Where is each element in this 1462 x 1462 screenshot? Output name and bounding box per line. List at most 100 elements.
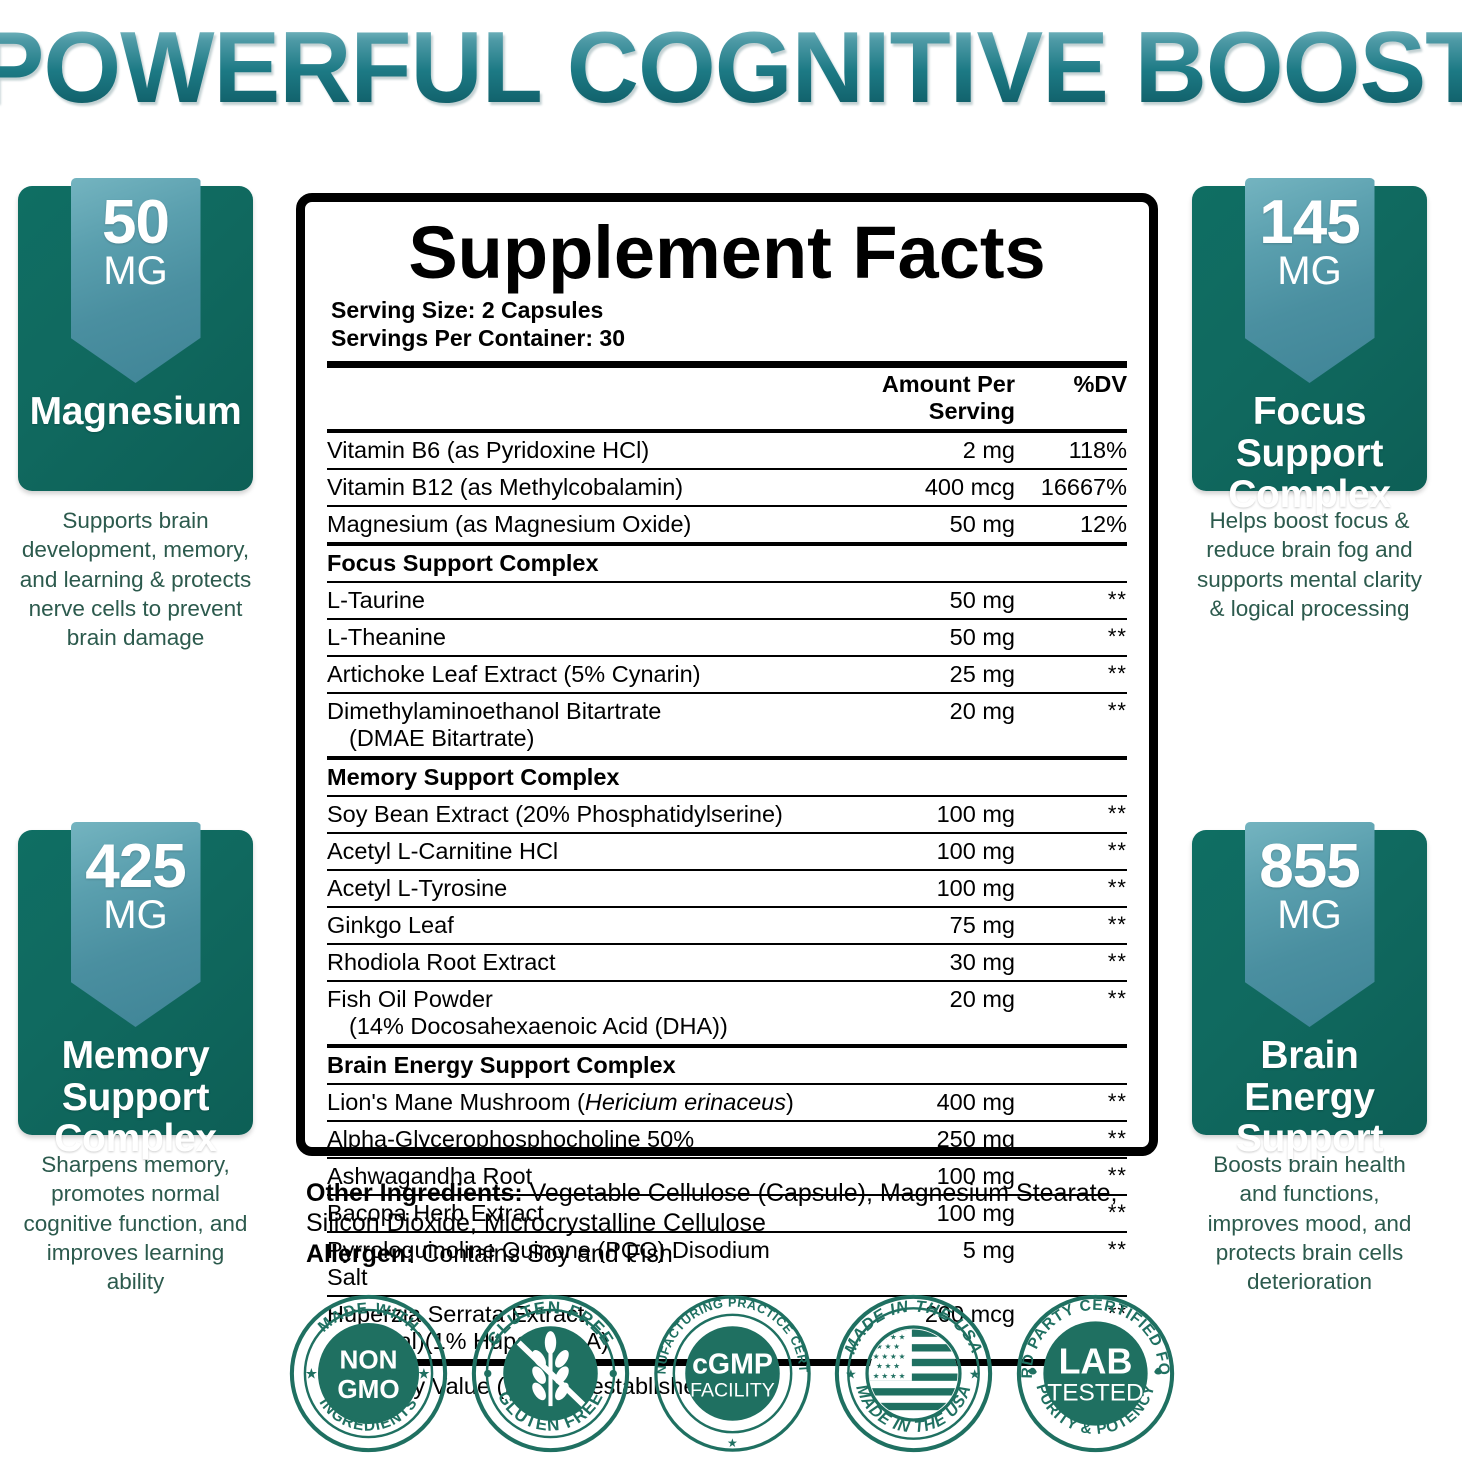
group-label: Memory Support Complex	[327, 756, 1127, 797]
certification-seals: MADE WITH INGREDIENTS ★ ★ NON GMO	[287, 1288, 1177, 1458]
ingredient-dv: **	[1015, 1231, 1127, 1297]
table-row: Acetyl L-Tyrosine 100 mg **	[327, 869, 1127, 908]
ingredient-dv: **	[1015, 1083, 1127, 1122]
table-header-row: Amount Per Serving %DV	[327, 361, 1127, 432]
svg-text:★ ★ ★ ★: ★ ★ ★ ★	[873, 1371, 905, 1380]
svg-text:cGMP: cGMP	[692, 1348, 773, 1380]
ingredient-amount: 20 mg	[810, 692, 1015, 759]
cgmp-facility-seal-icon: GOOD MANUFACTURING PRACTICE CERTIFICATIO…	[651, 1292, 814, 1455]
gluten-free-seal-icon: GLUTEN FREE GLUTEN FREE	[469, 1292, 632, 1455]
ingredient-amount: 25 mg	[810, 655, 1015, 694]
lab-tested-seal-icon: 3RD PARTY CERTIFIED FOR PURITY & POTENCY…	[1014, 1292, 1177, 1455]
other-ingredients-value: Vegetable Cellulose (Capsule), Magnesium…	[306, 1179, 1118, 1238]
allergen-value: Contains Soy and Fish	[421, 1239, 673, 1268]
page-title: POWERFUL COGNITIVE BOOST	[0, 17, 1462, 119]
badge-description: Helps boost focus & reduce brain fog and…	[1196, 508, 1423, 621]
ingredient-amount: 50 mg	[810, 618, 1015, 657]
ingredient-name: Vitamin B12 (as Methylcobalamin)	[327, 468, 810, 507]
ingredient-dv: **	[1015, 618, 1127, 657]
badge-name: Brain Energy Support	[1235, 1034, 1384, 1161]
ingredient-amount: 400 mg	[810, 1083, 1015, 1122]
other-ingredients-line: Other Ingredients: Vegetable Cellulose (…	[306, 1178, 1156, 1239]
svg-text:★: ★	[845, 1366, 857, 1381]
badge-dose: 425	[85, 832, 186, 901]
serving-size: Serving Size: 2 Capsules	[331, 297, 604, 323]
ingredient-dv: **	[1015, 906, 1127, 945]
table-row: Lion's Mane Mushroom (Hericium erinaceus…	[327, 1083, 1127, 1122]
ingredient-amount: 100 mg	[810, 869, 1015, 908]
ingredient-amount: 250 mg	[810, 1120, 1015, 1159]
ribbon-content: 425 MG	[71, 832, 201, 937]
ingredient-name: Lion's Mane Mushroom (Hericium erinaceus…	[327, 1083, 810, 1122]
ingredient-amount: 100 mg	[810, 832, 1015, 871]
table-row: Dimethylaminoethanol Bitartrate (DMAE Bit…	[327, 692, 1127, 759]
ribbon-shape: 145 MG	[1244, 178, 1375, 383]
badge-description: Supports brain development, memory, and …	[19, 508, 252, 650]
ribbon-content: 50 MG	[71, 192, 201, 291]
ingredient-dv: **	[1015, 692, 1127, 759]
badge-unit: MG	[1277, 248, 1342, 293]
badge-brain-energy-support: 855 MG Brain Energy Support Boosts brain…	[1192, 822, 1427, 1296]
ingredient-name: Ginkgo Leaf	[327, 906, 810, 945]
table-row: Artichoke Leaf Extract (5% Cynarin) 25 mg…	[327, 655, 1127, 694]
ingredient-dv: 16667%	[1015, 468, 1127, 507]
table-row: Vitamin B12 (as Methylcobalamin) 400 mcg 1…	[327, 468, 1127, 507]
other-ingredients-block: Other Ingredients: Vegetable Cellulose (…	[306, 1178, 1156, 1269]
ingredient-dv: **	[1015, 795, 1127, 834]
badge-unit: MG	[103, 892, 168, 937]
ingredient-name: Fish Oil Powder (14% Docosahexaenoic Acid…	[327, 980, 810, 1047]
svg-text:TESTED: TESTED	[1047, 1379, 1143, 1406]
badge-unit: MG	[1277, 892, 1342, 937]
col-header-name	[327, 361, 810, 432]
badge-memory-support-complex: 425 MG Memory Support Complex Sharpens m…	[18, 822, 253, 1296]
ingredient-dv: **	[1015, 943, 1127, 982]
badge-card: 145 MG Focus Support Complex	[1192, 178, 1427, 516]
table-row: Ashwagandha Root 100 mg **	[327, 1157, 1127, 1196]
col-header-dv: %DV	[1015, 361, 1127, 432]
ingredient-dv: **	[1015, 1157, 1127, 1196]
badge-card: 855 MG Brain Energy Support	[1192, 822, 1427, 1160]
ingredient-name: Pyrroloquinoline Quinone (PQQ) Disodium …	[327, 1231, 810, 1297]
table-row: Acetyl L-Carnitine HCl 100 mg **	[327, 832, 1127, 871]
ingredient-dv: **	[1015, 1194, 1127, 1233]
ingredient-amount: 75 mg	[810, 906, 1015, 945]
table-row: Rhodiola Root Extract 30 mg **	[327, 943, 1127, 982]
ingredient-amount: 20 mg	[810, 980, 1015, 1047]
ingredient-amount: 50 mg	[810, 505, 1015, 545]
ingredient-amount: 400 mcg	[810, 468, 1015, 507]
svg-text:★ ★ ★: ★ ★ ★	[876, 1361, 900, 1370]
ribbon-shape: 425 MG	[70, 822, 201, 1027]
svg-text:★: ★	[305, 1366, 318, 1382]
ribbon-content: 855 MG	[1245, 836, 1375, 937]
group-label: Brain Energy Support Complex	[327, 1044, 1127, 1085]
svg-text:FACILITY: FACILITY	[690, 1379, 775, 1401]
table-row: Alpha-Glycerophosphocholine 50% 250 mg **	[327, 1120, 1127, 1159]
servings-per-container: Servings Per Container: 30	[331, 325, 625, 352]
table-row: Ginkgo Leaf 75 mg **	[327, 906, 1127, 945]
made-in-usa-seal-icon: ★ ★ ★ ★ ★ ★ ★ ★ ★ ★ ★ ★ ★ ★ ★ ★ ★ ★ MADE…	[832, 1292, 995, 1455]
ingredient-dv: 118%	[1015, 429, 1127, 470]
ingredient-dv: 12%	[1015, 505, 1127, 545]
table-row: Pyrroloquinoline Quinone (PQQ) Disodium …	[327, 1231, 1127, 1297]
page-title-bar: POWERFUL COGNITIVE BOOST	[0, 8, 1462, 128]
ribbon-shape: 50 MG	[70, 178, 201, 383]
svg-text:★: ★	[417, 1366, 430, 1382]
badge-name: Memory Support Complex	[54, 1034, 217, 1161]
ingredient-name: Alpha-Glycerophosphocholine 50%	[327, 1120, 810, 1159]
ingredient-dv: **	[1015, 869, 1127, 908]
other-ingredients-label: Other Ingredients:	[306, 1179, 523, 1207]
ingredient-amount: 100 mg	[810, 795, 1015, 834]
ingredient-name: Ashwagandha Root	[327, 1157, 810, 1196]
badge-dose: 145	[1259, 188, 1360, 257]
ingredient-amount: 50 mg	[810, 581, 1015, 620]
ingredient-amount: 100 mg	[810, 1157, 1015, 1196]
svg-text:NON: NON	[340, 1344, 398, 1374]
ingredient-name: Soy Bean Extract (20% Phosphatidylserine…	[327, 795, 810, 834]
badge-focus-support-complex: 145 MG Focus Support Complex Helps boost…	[1192, 178, 1427, 623]
ingredient-dv: **	[1015, 832, 1127, 871]
ingredient-dv: **	[1015, 655, 1127, 694]
ingredient-name: Magnesium (as Magnesium Oxide)	[327, 505, 810, 545]
table-row: Vitamin B6 (as Pyridoxine HCl) 2 mg 118%	[327, 429, 1127, 470]
ingredient-amount: 5 mg	[810, 1231, 1015, 1297]
svg-text:★ ★ ★ ★: ★ ★ ★ ★	[873, 1351, 905, 1360]
